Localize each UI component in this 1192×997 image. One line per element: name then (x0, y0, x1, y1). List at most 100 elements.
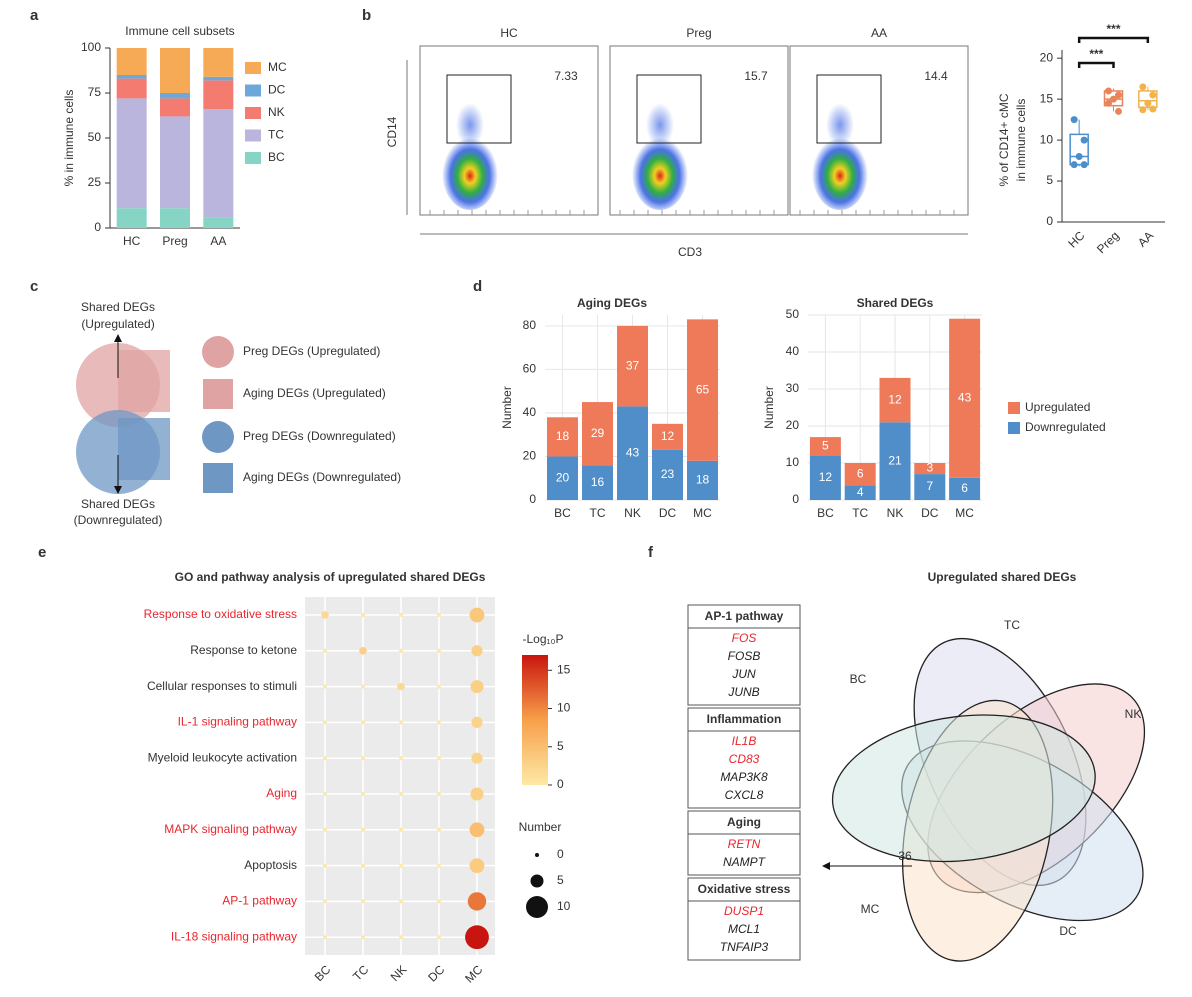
dot (437, 684, 441, 689)
x-tick-label: TC (350, 962, 371, 983)
x-tick-label: DC (921, 506, 939, 520)
panel-letter: f (648, 544, 654, 561)
significance-bar (1077, 61, 1115, 68)
dot (465, 925, 489, 950)
bar-segment (203, 76, 234, 81)
point (1139, 106, 1147, 114)
plot-background (305, 597, 495, 955)
y-tick-label: 20 (786, 418, 800, 432)
size-legend-title: Number (519, 820, 562, 834)
legend-label: TC (268, 128, 284, 142)
legend-swatch (245, 152, 261, 164)
venn-square (118, 350, 170, 412)
bar-segment (203, 80, 234, 110)
gene: IL1B (732, 734, 757, 748)
size-legend-label: 0 (557, 847, 564, 861)
panel-letter: c (30, 278, 38, 295)
dot (323, 899, 327, 904)
legend-swatch (245, 107, 261, 119)
dot (361, 792, 365, 796)
legend-swatch (245, 84, 261, 97)
gene: JUN (731, 667, 756, 681)
bar-segment (160, 48, 190, 93)
set-label: NK (1125, 707, 1142, 721)
bar-segment (116, 208, 147, 228)
legend-square (203, 379, 233, 409)
point (1115, 91, 1122, 99)
set-label: DC (1059, 924, 1077, 938)
gate-percent: 14.4 (924, 69, 948, 83)
dot (361, 720, 365, 725)
y-tick-label: 100 (81, 40, 101, 54)
dot (399, 613, 403, 617)
row-label: Response to ketone (190, 643, 297, 657)
density-blob (812, 134, 868, 210)
value-label: 37 (626, 358, 640, 372)
bar-segment (116, 48, 147, 75)
density-blob (632, 134, 688, 210)
legend-label: MC (268, 60, 287, 74)
value-label: 5 (822, 439, 829, 453)
dot (399, 720, 403, 725)
y-tick-label: 25 (88, 175, 102, 189)
point (1075, 152, 1083, 160)
y-tick-label: 20 (1040, 50, 1054, 64)
value-label: 16 (591, 475, 605, 489)
bar-segment (547, 417, 578, 457)
colorbar-title: -Log₁₀P (522, 632, 563, 646)
gene: DUSP1 (724, 904, 764, 918)
bar-segment (116, 78, 147, 99)
significance: *** (1089, 47, 1103, 61)
gene: RETN (728, 837, 761, 851)
dot (323, 827, 327, 832)
gate (446, 74, 512, 144)
diagram-label: Shared DEGs (81, 300, 155, 314)
dot (437, 899, 441, 904)
dot (397, 682, 405, 691)
dot (470, 787, 484, 801)
bar-segment (879, 377, 911, 423)
y-tick-label: 0 (792, 492, 799, 506)
density-blob (442, 134, 498, 210)
y-tick-label: 10 (1040, 132, 1054, 146)
dot (361, 899, 365, 904)
bar-segment (160, 116, 190, 209)
dot (470, 680, 484, 694)
row-label: AP-1 pathway (222, 894, 297, 908)
flow-title: Preg (686, 26, 711, 40)
point (1105, 87, 1112, 95)
flow-frame (789, 45, 969, 216)
x-tick-label: NK (388, 962, 410, 984)
bar-segment (160, 208, 190, 228)
legend-label: NK (268, 105, 285, 119)
x-tick-label: BC (312, 962, 334, 984)
y-tick-label: 20 (523, 449, 537, 463)
point (1080, 136, 1088, 144)
point (1110, 95, 1117, 103)
point (1144, 99, 1152, 107)
dot (323, 684, 327, 689)
value-label: 12 (661, 429, 675, 443)
gene: CD83 (729, 752, 760, 766)
chart-title: Immune cell subsets (125, 24, 234, 38)
row-label: Cellular responses to stimuli (147, 679, 297, 693)
bar-segment (203, 109, 234, 218)
value-label: 43 (626, 445, 640, 459)
gene: MCL1 (728, 922, 760, 936)
overlap-count: 36 (898, 849, 912, 863)
dot (323, 648, 327, 653)
row-label: Myeloid leukocyte activation (148, 750, 297, 764)
x-tick-label: NK (624, 506, 641, 520)
bar-segment (160, 98, 190, 117)
y-tick-label: 0 (1046, 214, 1053, 228)
x-tick-label: AA (210, 234, 226, 248)
dot (437, 792, 441, 796)
bar-segment (116, 98, 147, 209)
set-label: BC (850, 672, 867, 686)
y-tick-label: 40 (786, 344, 800, 358)
size-legend-label: 10 (557, 899, 571, 913)
row-label: MAPK signaling pathway (164, 822, 297, 836)
panel-letter: d (473, 278, 482, 295)
diagram-label: (Upregulated) (81, 317, 154, 331)
y-tick-label: 80 (523, 318, 537, 332)
